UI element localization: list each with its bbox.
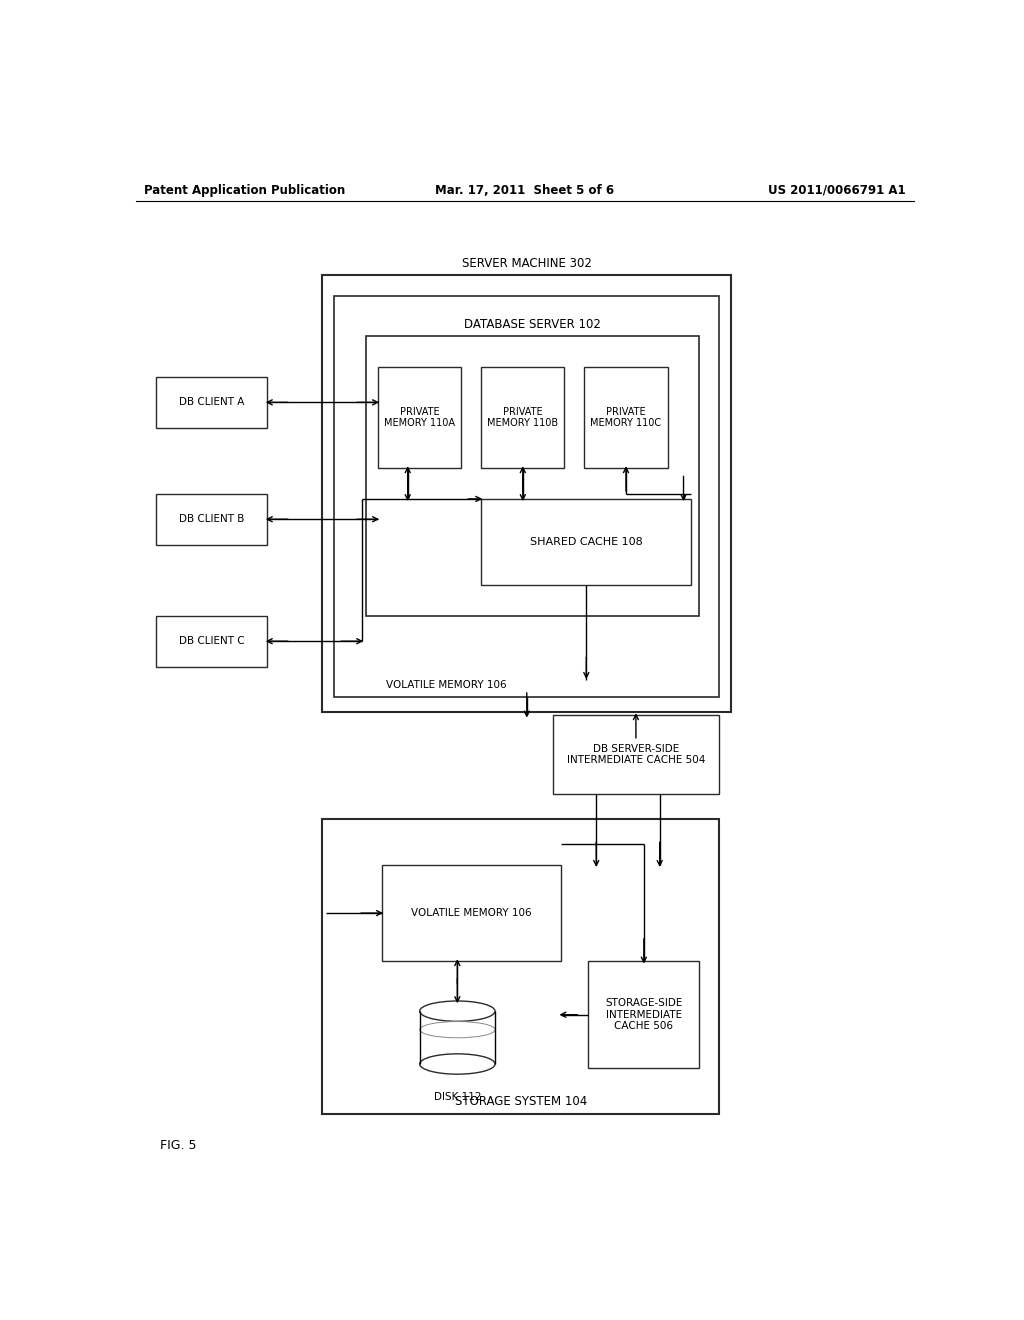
Text: VOLATILE MEMORY 106: VOLATILE MEMORY 106 xyxy=(411,908,531,919)
Text: SHARED CACHE 108: SHARED CACHE 108 xyxy=(530,537,643,546)
Text: PRIVATE
MEMORY 110B: PRIVATE MEMORY 110B xyxy=(487,407,558,429)
Ellipse shape xyxy=(420,1001,495,1022)
Text: PRIVATE
MEMORY 110A: PRIVATE MEMORY 110A xyxy=(384,407,455,429)
Bar xyxy=(156,615,267,667)
Text: US 2011/0066791 A1: US 2011/0066791 A1 xyxy=(768,183,905,197)
Bar xyxy=(378,367,461,469)
Bar xyxy=(156,494,267,545)
Bar xyxy=(382,865,560,961)
Text: DATABASE SERVER 102: DATABASE SERVER 102 xyxy=(464,318,601,330)
Text: STORAGE-SIDE
INTERMEDIATE
CACHE 506: STORAGE-SIDE INTERMEDIATE CACHE 506 xyxy=(605,998,683,1031)
Text: DB CLIENT A: DB CLIENT A xyxy=(178,397,244,408)
Bar xyxy=(367,337,699,615)
Text: Patent Application Publication: Patent Application Publication xyxy=(143,183,345,197)
Text: DB SERVER-SIDE
INTERMEDIATE CACHE 504: DB SERVER-SIDE INTERMEDIATE CACHE 504 xyxy=(566,743,706,766)
Bar xyxy=(323,276,731,713)
Bar xyxy=(334,296,719,697)
Bar xyxy=(323,818,719,1114)
Text: DB CLIENT C: DB CLIENT C xyxy=(178,636,244,647)
Text: VOLATILE MEMORY 106: VOLATILE MEMORY 106 xyxy=(386,680,507,690)
Bar xyxy=(156,378,267,428)
Text: FIG. 5: FIG. 5 xyxy=(160,1139,197,1152)
Text: SERVER MACHINE 302: SERVER MACHINE 302 xyxy=(462,256,592,269)
Text: DB CLIENT B: DB CLIENT B xyxy=(178,515,244,524)
Text: Mar. 17, 2011  Sheet 5 of 6: Mar. 17, 2011 Sheet 5 of 6 xyxy=(435,183,614,197)
Text: DISK 112: DISK 112 xyxy=(433,1092,481,1101)
Bar xyxy=(481,499,691,585)
Bar xyxy=(553,715,719,793)
Text: STORAGE SYSTEM 104: STORAGE SYSTEM 104 xyxy=(455,1096,587,1107)
Bar xyxy=(588,961,699,1068)
Bar xyxy=(585,367,668,469)
Ellipse shape xyxy=(420,1053,495,1074)
Text: PRIVATE
MEMORY 110C: PRIVATE MEMORY 110C xyxy=(591,407,662,429)
Bar xyxy=(481,367,564,469)
